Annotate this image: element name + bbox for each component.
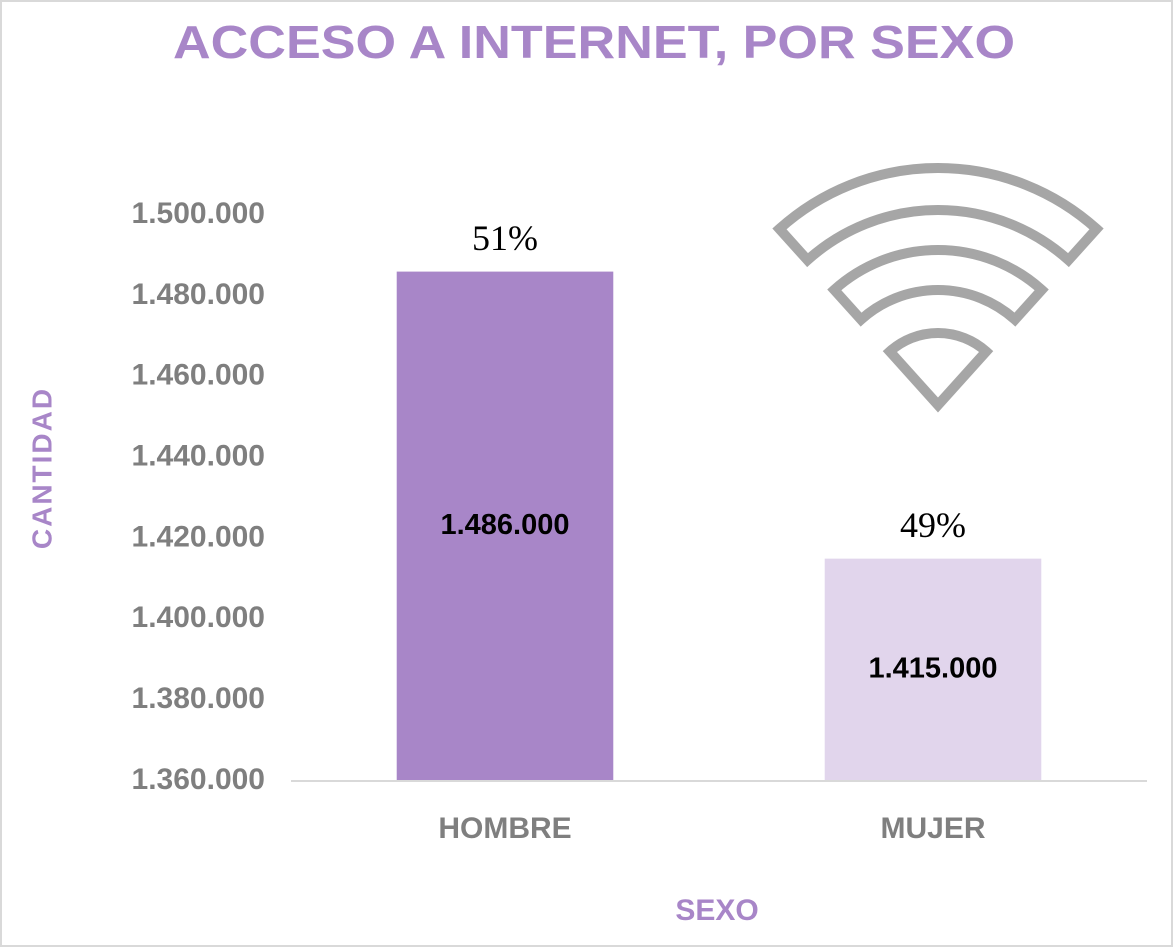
chart-title: ACCESO A INTERNET, POR SEXO	[173, 16, 1015, 68]
share-label: 51%	[472, 218, 538, 258]
share-label: 49%	[900, 505, 966, 545]
y-tick-label: 1.440.000	[132, 439, 265, 472]
x-axis-label: SEXO	[675, 894, 758, 927]
y-tick-label: 1.380.000	[132, 682, 265, 715]
value-label: 1.486.000	[440, 509, 569, 541]
wifi-arc	[827, 245, 1049, 327]
y-tick-label: 1.360.000	[132, 763, 265, 796]
y-axis-label: CANTIDAD	[26, 387, 57, 549]
wifi-arc	[882, 328, 994, 413]
bar	[824, 558, 1042, 781]
wifi-arc	[772, 163, 1104, 268]
y-tick-label: 1.420.000	[132, 520, 265, 553]
value-label: 1.415.000	[868, 652, 997, 684]
bar	[396, 271, 614, 781]
y-tick-label: 1.460.000	[132, 359, 265, 392]
x-tick-label: HOMBRE	[438, 812, 571, 845]
y-tick-label: 1.480.000	[132, 278, 265, 311]
y-tick-label: 1.500.000	[132, 197, 265, 230]
x-tick-label: MUJER	[880, 812, 985, 845]
wifi-icon	[772, 163, 1104, 413]
y-tick-label: 1.400.000	[132, 601, 265, 634]
